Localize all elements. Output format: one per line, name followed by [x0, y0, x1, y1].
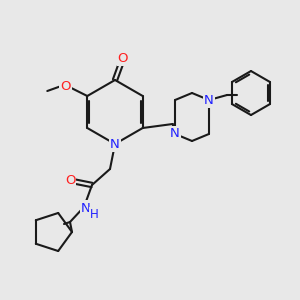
Text: O: O [60, 80, 70, 92]
Text: O: O [118, 52, 128, 64]
Text: H: H [90, 208, 98, 220]
Text: O: O [65, 173, 75, 187]
Text: N: N [110, 137, 120, 151]
Text: N: N [204, 94, 214, 106]
Text: N: N [170, 128, 180, 140]
Text: N: N [81, 202, 91, 214]
